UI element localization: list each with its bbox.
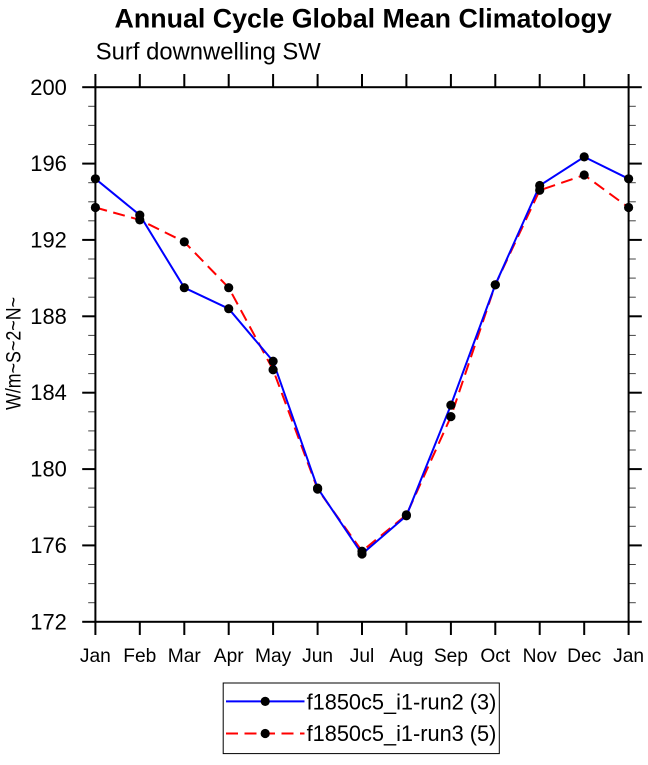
svg-text:Apr: Apr (214, 646, 244, 667)
svg-text:Oct: Oct (480, 646, 511, 667)
svg-text:172: 172 (30, 609, 67, 634)
svg-text:f1850c5_i1-run3 (5): f1850c5_i1-run3 (5) (307, 721, 497, 746)
svg-text:Jan: Jan (613, 646, 644, 667)
svg-text:188: 188 (30, 304, 67, 329)
svg-text:Mar: Mar (168, 646, 202, 667)
svg-text:Feb: Feb (123, 646, 156, 667)
svg-text:192: 192 (30, 228, 67, 253)
svg-text:Surf downwelling SW: Surf downwelling SW (96, 39, 321, 66)
svg-text:176: 176 (30, 533, 67, 558)
svg-text:180: 180 (30, 457, 67, 482)
svg-text:Aug: Aug (389, 646, 423, 667)
svg-text:Jan: Jan (80, 646, 111, 667)
svg-text:184: 184 (30, 380, 67, 405)
svg-text:Sep: Sep (434, 646, 468, 667)
svg-text:f1850c5_i1-run2 (3): f1850c5_i1-run2 (3) (307, 690, 497, 715)
svg-text:200: 200 (30, 75, 67, 100)
svg-text:May: May (255, 646, 292, 667)
svg-text:Nov: Nov (523, 646, 558, 667)
svg-text:Jul: Jul (350, 646, 375, 667)
svg-text:196: 196 (30, 151, 67, 176)
svg-text:Jun: Jun (302, 646, 333, 667)
svg-text:Annual Cycle Global Mean Clima: Annual Cycle Global Mean Climatology (115, 4, 612, 34)
svg-text:W/m~S~2~N~: W/m~S~2~N~ (3, 297, 26, 410)
svg-text:Dec: Dec (567, 646, 602, 667)
